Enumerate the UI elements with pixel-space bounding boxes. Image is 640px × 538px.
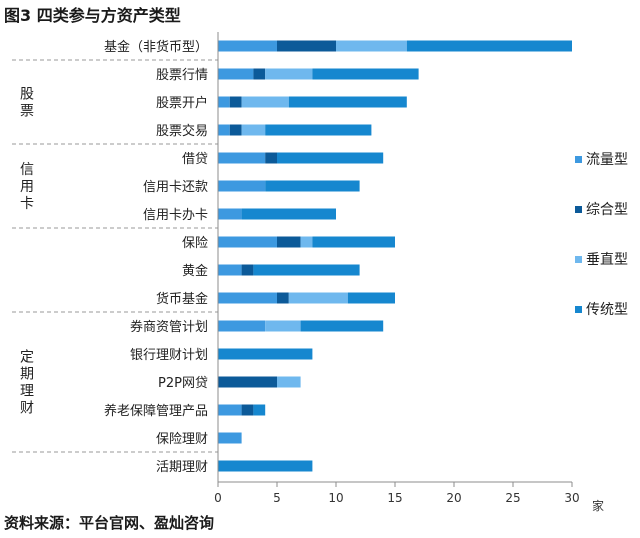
bar-segment <box>218 208 242 220</box>
legend-label: 垂直型 <box>586 251 628 268</box>
group-separators <box>12 59 218 453</box>
category-label: 货币基金 <box>156 291 208 307</box>
bar-segment <box>265 68 313 80</box>
bar-segment <box>265 152 277 164</box>
bar-segment <box>300 320 384 332</box>
category-label: 保险理财 <box>156 432 208 447</box>
bar-segment <box>265 180 360 192</box>
bar-segment <box>218 348 313 360</box>
bar-segment <box>312 236 395 248</box>
category-label: 银行理财计划 <box>130 348 208 363</box>
bar-segment <box>265 124 372 136</box>
bar-segment <box>218 376 277 388</box>
bar-segment <box>347 292 395 304</box>
legend-swatch <box>575 306 582 313</box>
bar-segment <box>241 96 289 108</box>
category-label: 黄金 <box>182 263 208 279</box>
bar-segment <box>241 208 336 220</box>
legend-swatch <box>575 206 582 213</box>
bar-segment <box>277 236 301 248</box>
category-label: 信用卡办卡 <box>143 208 208 223</box>
bar-segment <box>253 404 266 416</box>
bar-segment <box>253 68 266 80</box>
group-label: 定期理财 <box>20 350 34 417</box>
bar-segment <box>218 404 242 416</box>
x-tick-label: 20 <box>446 491 461 505</box>
x-tick-label: 0 <box>214 491 222 505</box>
category-label: P2P网贷 <box>158 376 208 391</box>
bar-segment <box>406 40 572 52</box>
bar-segment <box>218 40 277 52</box>
group-label: 股票 <box>20 87 34 120</box>
category-label: 股票行情 <box>156 68 208 83</box>
legend-swatch <box>575 256 582 263</box>
bar-segment <box>288 96 407 108</box>
bar-segment <box>218 292 277 304</box>
bar-segment <box>288 292 348 304</box>
bar-segment <box>336 40 407 52</box>
x-tick-label: 10 <box>328 491 343 505</box>
bar-segment <box>241 124 266 136</box>
category-labels: 基金（非货币型） 股票行情股票开户股票交易借贷信用卡还款信用卡办卡保险黄金货币基金… <box>104 39 208 475</box>
bar-marks <box>218 40 572 472</box>
bar-segment <box>265 320 301 332</box>
category-label: 保险 <box>182 236 208 251</box>
group-label: 信用卡 <box>20 162 34 212</box>
category-label: 股票交易 <box>156 123 208 139</box>
x-tick-label: 30 <box>564 491 579 505</box>
category-label: 券商资管计划 <box>130 319 208 335</box>
bar-segment <box>218 236 277 248</box>
bar-segment <box>300 236 313 248</box>
category-label: 养老保障管理产品 <box>104 403 208 419</box>
legend-label: 传统型 <box>586 302 628 318</box>
bar-segment <box>218 68 254 80</box>
source-note: 资料来源：平台官网、盈灿咨询 <box>4 514 215 532</box>
bar-segment <box>312 68 419 80</box>
x-axis: 0 5 10 15 20 25 30 家 <box>214 32 604 513</box>
bar-segment <box>229 96 242 108</box>
legend-swatch <box>575 156 582 163</box>
legend-label: 综合型 <box>586 202 628 218</box>
x-unit-label: 家 <box>592 498 604 513</box>
figure-title: 图3 四类参与方资产类型 <box>4 6 181 25</box>
bar-segment <box>218 264 242 276</box>
bar-segment <box>241 264 254 276</box>
category-label: 股票开户 <box>156 95 208 111</box>
bar-segment <box>277 40 336 52</box>
bar-segment <box>218 180 266 192</box>
bar-segment <box>218 460 313 472</box>
bar-segment <box>218 432 242 444</box>
bar-segment <box>218 124 230 136</box>
legend-label: 流量型 <box>586 152 628 168</box>
bar-segment <box>218 320 266 332</box>
bar-segment <box>229 124 242 136</box>
x-tick-label: 5 <box>273 491 281 505</box>
category-label: 活期理财 <box>156 460 208 475</box>
bar-segment <box>218 96 230 108</box>
x-tick-label: 25 <box>505 491 520 505</box>
category-label: 基金（非货币型） <box>104 39 208 55</box>
bar-segment <box>253 264 360 276</box>
bar-segment <box>277 292 289 304</box>
category-label: 信用卡还款 <box>143 180 208 195</box>
bar-segment <box>218 152 266 164</box>
bar-segment <box>277 152 384 164</box>
bar-segment <box>241 404 254 416</box>
category-label: 借贷 <box>182 152 208 167</box>
bar-segment <box>277 376 301 388</box>
x-tick-label: 15 <box>387 491 402 505</box>
